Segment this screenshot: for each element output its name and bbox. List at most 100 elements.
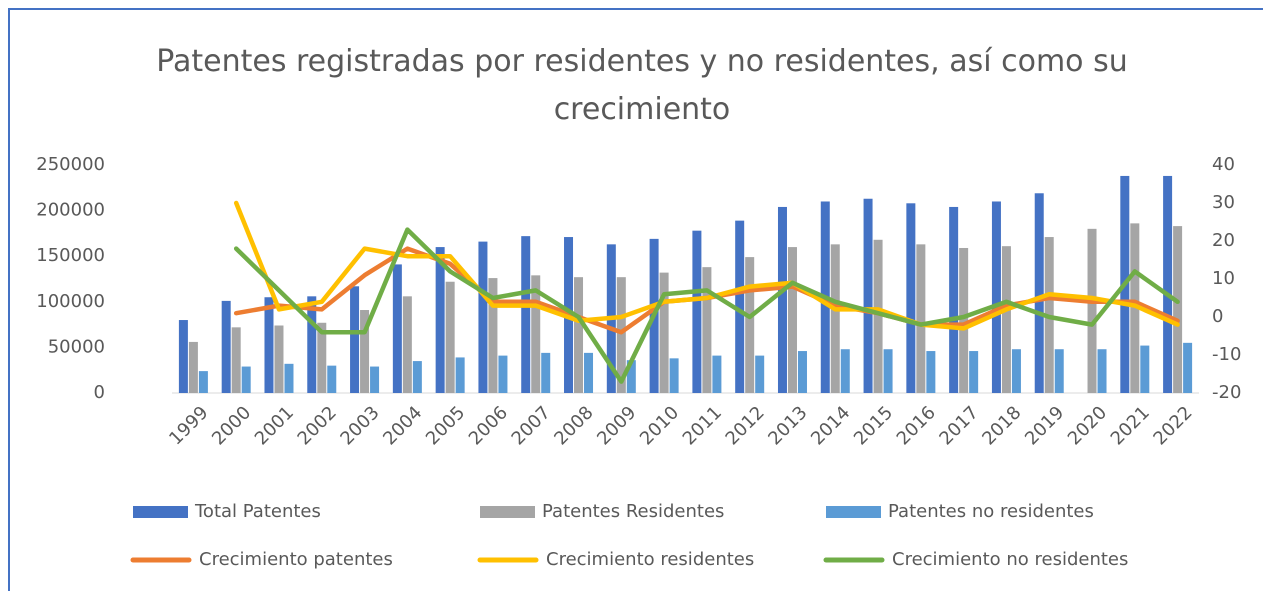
bar [498, 355, 508, 393]
x-tick-label: 2001 [251, 402, 298, 449]
bar [991, 201, 1001, 393]
bar [735, 220, 745, 393]
legend-swatch [133, 506, 188, 518]
x-tick-label: 2021 [1107, 402, 1154, 449]
bar [241, 366, 251, 393]
bar [1011, 349, 1021, 393]
y-tick-label: 50000 [48, 336, 105, 357]
bar [221, 300, 231, 393]
x-tick-label: 2011 [679, 402, 726, 449]
x-tick-label: 2017 [935, 402, 982, 449]
bar [188, 341, 198, 393]
x-tick-label: 2018 [978, 402, 1025, 449]
bar [669, 358, 679, 393]
bar [327, 365, 337, 393]
y-tick-label: 250000 [36, 154, 105, 175]
bar [1054, 349, 1064, 393]
bar [883, 349, 893, 393]
bar [307, 296, 317, 393]
bar [692, 230, 702, 393]
bar [787, 247, 797, 393]
bar [755, 355, 765, 393]
line-series [233, 200, 1180, 331]
bar [745, 257, 755, 393]
bar [702, 267, 712, 393]
y-tick-label: 0 [94, 382, 105, 403]
x-tick-label: 2013 [764, 402, 811, 449]
x-tick-label: 2000 [208, 402, 255, 449]
bar [435, 247, 445, 393]
bar [873, 239, 883, 393]
x-tick-label: 2003 [336, 402, 383, 449]
y2-tick-label: -10 [1212, 344, 1241, 365]
bar [360, 310, 370, 393]
bar [1173, 226, 1183, 393]
bar [830, 244, 840, 393]
bar [626, 360, 636, 393]
bar [274, 325, 284, 393]
bar [916, 244, 926, 393]
x-tick-label: 2015 [850, 402, 897, 449]
x-tick-label: 1999 [165, 402, 212, 449]
bar [284, 363, 294, 393]
chart-title: Patentes registradas por residentes y no… [156, 44, 1128, 127]
bar [777, 206, 787, 393]
bar [198, 371, 208, 393]
bar [478, 241, 488, 393]
bar [412, 361, 422, 393]
bar [1163, 175, 1173, 393]
bar [797, 351, 807, 393]
y-tick-label: 150000 [36, 245, 105, 266]
bar [531, 275, 541, 393]
bar [541, 352, 551, 393]
legend-label: Crecimiento no residentes [892, 549, 1128, 570]
bar [959, 247, 969, 393]
x-tick-label: 2008 [550, 402, 597, 449]
bar [370, 366, 380, 393]
bar [1087, 228, 1097, 393]
legend-label: Total Patentes [194, 501, 321, 522]
y2-tick-label: 40 [1212, 154, 1235, 175]
y-tick-label: 100000 [36, 291, 105, 312]
bar [949, 206, 959, 393]
legend-label: Patentes no residentes [888, 501, 1094, 522]
bar [1130, 223, 1140, 393]
x-tick-label: 2014 [807, 402, 854, 449]
legend-swatch [480, 506, 535, 518]
line-series [233, 227, 1180, 384]
y-tick-label: 200000 [36, 200, 105, 221]
bar [584, 352, 594, 393]
y2-tick-label: -20 [1212, 382, 1241, 403]
x-tick-label: 2012 [722, 402, 769, 449]
y2-tick-label: 0 [1212, 306, 1223, 327]
bar [350, 286, 360, 393]
legend-label: Crecimiento patentes [199, 549, 393, 570]
bar [521, 236, 531, 393]
bar [178, 320, 188, 393]
bar [863, 198, 873, 393]
bar [317, 322, 327, 393]
bar [1183, 342, 1193, 393]
x-tick-label: 2009 [593, 402, 640, 449]
bar [712, 355, 722, 393]
bar [926, 351, 936, 393]
bar [1001, 246, 1011, 393]
bar [659, 272, 669, 393]
bar [616, 277, 626, 393]
bar [906, 203, 916, 393]
legend-swatch [826, 506, 881, 518]
bar [455, 357, 465, 393]
x-tick-label: 2007 [508, 402, 555, 449]
bar [840, 349, 850, 393]
y2-tick-label: 10 [1212, 268, 1235, 289]
bar [488, 278, 498, 393]
bar [1097, 349, 1107, 393]
legend-label: Patentes Residentes [542, 501, 724, 522]
bar [1140, 345, 1150, 393]
bar [1034, 193, 1044, 393]
x-tick-label: 2002 [294, 402, 341, 449]
bar [402, 296, 412, 393]
bar [264, 297, 274, 393]
bar [231, 327, 241, 393]
